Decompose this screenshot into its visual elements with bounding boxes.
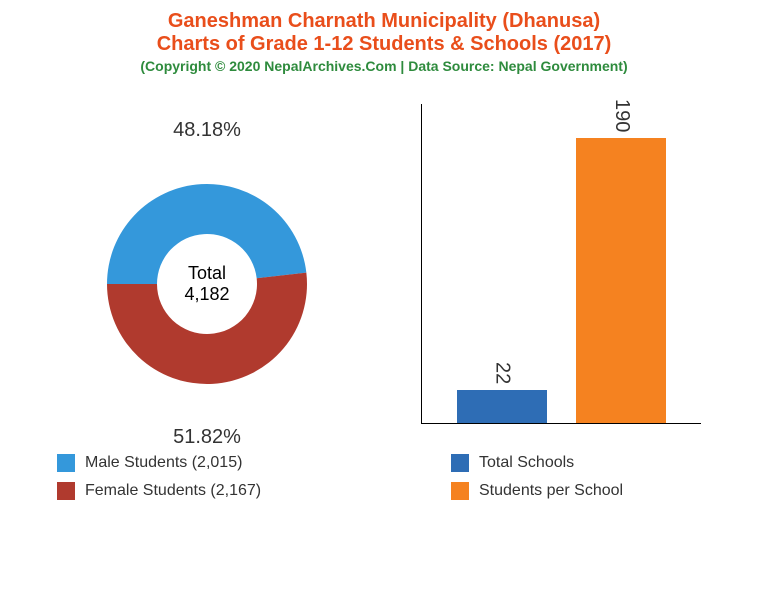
bar-chart-section: 22 190 Total Schools Students per School	[391, 104, 731, 510]
legend-text: Female Students (2,167)	[85, 482, 261, 500]
legend-swatch	[57, 454, 75, 472]
donut-legend: Male Students (2,015) Female Students (2,…	[57, 454, 261, 510]
legend-swatch	[451, 482, 469, 500]
title-line-2: Charts of Grade 1-12 Students & Schools …	[0, 33, 768, 56]
chart-header: Ganeshman Charnath Municipality (Dhanusa…	[0, 0, 768, 74]
subtitle: (Copyright © 2020 NepalArchives.Com | Da…	[0, 58, 768, 74]
donut-center-label: Total	[184, 263, 229, 284]
bar-legend: Total Schools Students per School	[451, 454, 623, 510]
legend-swatch	[451, 454, 469, 472]
legend-item: Total Schools	[451, 454, 623, 472]
title-line-1: Ganeshman Charnath Municipality (Dhanusa…	[0, 10, 768, 33]
legend-item: Students per School	[451, 482, 623, 500]
legend-text: Students per School	[479, 482, 623, 500]
donut-center: Total 4,182	[184, 263, 229, 305]
legend-swatch	[57, 482, 75, 500]
donut-chart: 48.18% Total 4,182 51.82%	[77, 154, 337, 414]
donut-pct-top: 48.18%	[173, 119, 241, 142]
bar: 22	[457, 390, 547, 423]
bar-value-label: 190	[610, 99, 633, 138]
charts-row: 48.18% Total 4,182 51.82% Male Students …	[0, 104, 768, 510]
donut-chart-section: 48.18% Total 4,182 51.82% Male Students …	[37, 104, 377, 510]
legend-item: Female Students (2,167)	[57, 482, 261, 500]
legend-text: Total Schools	[479, 454, 574, 472]
bar: 190	[576, 138, 666, 423]
legend-item: Male Students (2,015)	[57, 454, 261, 472]
bar-chart: 22 190	[421, 104, 701, 424]
donut-center-value: 4,182	[184, 284, 229, 305]
donut-pct-bottom: 51.82%	[173, 426, 241, 449]
bar-value-label: 22	[490, 362, 513, 390]
legend-text: Male Students (2,015)	[85, 454, 242, 472]
